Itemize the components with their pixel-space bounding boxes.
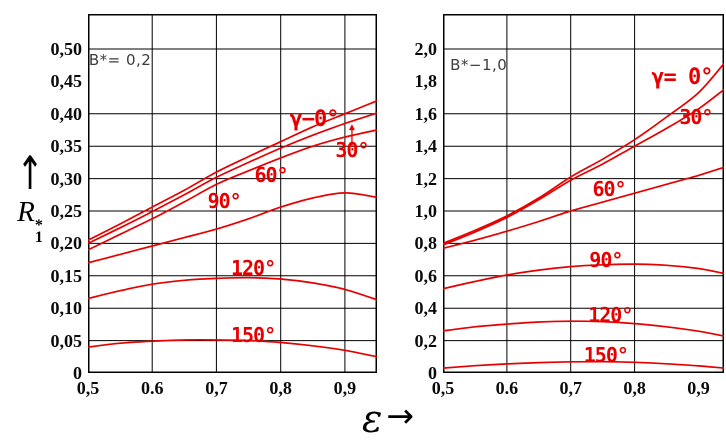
y-axis-symbol-sup: *	[34, 217, 43, 234]
curve-gamma-60	[88, 129, 377, 251]
curve-gamma-60	[443, 166, 724, 250]
y-tick-label: 0,45	[50, 71, 83, 92]
curve-label-gamma-0: γ−0°	[289, 107, 340, 133]
y-tick-label: 0,6	[414, 265, 438, 286]
x-tick-label: 0.6	[140, 378, 164, 398]
x-tick-label: 0,5	[431, 378, 455, 398]
x-axis-title: ε →	[362, 396, 414, 439]
curve-label-gamma-150: 150°	[583, 343, 629, 368]
curve-gamma-0	[443, 63, 724, 245]
y-axis-symbol-letter: R	[17, 196, 35, 228]
x-tick-label: 0,5	[76, 378, 100, 398]
y-tick-label: 0,05	[50, 330, 83, 351]
panel-label: B*= 0,2	[88, 51, 152, 69]
curve-label-gamma-90: 90°	[207, 189, 242, 214]
x-tick-label: 0,9	[333, 378, 357, 398]
y-tick-label: 1,4	[414, 136, 438, 157]
right-arrow-icon: →	[386, 396, 415, 435]
curve-label-gamma-30: 30°	[679, 105, 713, 130]
curve-gamma-30	[443, 88, 724, 246]
curve-label-gamma-60: 60°	[254, 162, 288, 187]
y-tick-label: 0,40	[50, 103, 83, 124]
curve-gamma-0	[88, 100, 377, 241]
curve-label-gamma-90: 90°	[589, 247, 623, 272]
x-tick-label: 0,9	[687, 378, 710, 398]
x-tick-label: 0,7	[205, 378, 228, 398]
chart-plot-area-right	[443, 14, 724, 373]
x-tick-label: 0,8	[623, 378, 646, 398]
y-tick-label: 0	[428, 363, 437, 383]
y-axis-title: ↑ R * 1	[2, 146, 58, 246]
y-tick-label: 0,50	[50, 38, 83, 59]
y-axis-symbol: R * 1	[17, 196, 43, 246]
y-tick-label: 0,20	[50, 233, 83, 254]
y-tick-label: 0	[73, 363, 82, 383]
curve-gamma-90	[88, 192, 377, 264]
curve-label-gamma-120: 120°	[588, 303, 633, 327]
chart-plot-area-left	[88, 14, 377, 373]
curve-gamma-120	[88, 276, 377, 301]
x-tick-label: 0.6	[495, 378, 519, 398]
label-pointer-arrowhead-icon	[348, 124, 355, 131]
y-tick-label: 0,10	[50, 298, 83, 319]
y-tick-label: 1,8	[414, 71, 438, 92]
x-axis-symbol: ε	[362, 397, 383, 441]
y-axis-symbol-sub: 1	[34, 229, 43, 246]
y-tick-label: 1,6	[414, 103, 438, 124]
plot-frame	[88, 14, 377, 373]
curve-label-gamma-120: 120°	[230, 256, 276, 281]
up-arrow-icon: ↑	[16, 146, 44, 200]
y-tick-label: 1,0	[414, 200, 438, 221]
plot-frame	[443, 14, 724, 373]
y-tick-label: 0,2	[414, 330, 438, 351]
y-tick-label: 0,35	[50, 136, 83, 157]
curve-label-gamma-150: 150°	[230, 322, 276, 347]
curve-label-gamma-60: 60°	[592, 176, 626, 201]
y-tick-label: 0,15	[50, 265, 83, 286]
curve-label-gamma-30: 30°	[335, 138, 369, 163]
curve-gamma-120	[443, 320, 724, 337]
y-tick-label: 0,30	[50, 168, 83, 189]
y-tick-label: 2,0	[414, 38, 438, 59]
y-tick-label: 1,2	[414, 168, 438, 189]
panel-label: B*−1,0	[450, 56, 508, 75]
curve-gamma-90	[443, 263, 724, 290]
curve-gamma-150	[443, 360, 724, 369]
y-tick-label: 0,8	[414, 233, 438, 254]
x-tick-label: 0,7	[559, 378, 582, 398]
y-tick-label: 0,4	[414, 298, 438, 319]
curve-gamma-150	[88, 338, 377, 358]
curve-label-gamma-0: γ= 0°	[651, 65, 713, 91]
y-tick-label: 0,25	[50, 200, 83, 221]
curve-gamma-30	[88, 112, 377, 245]
x-tick-label: 0,8	[269, 378, 292, 398]
